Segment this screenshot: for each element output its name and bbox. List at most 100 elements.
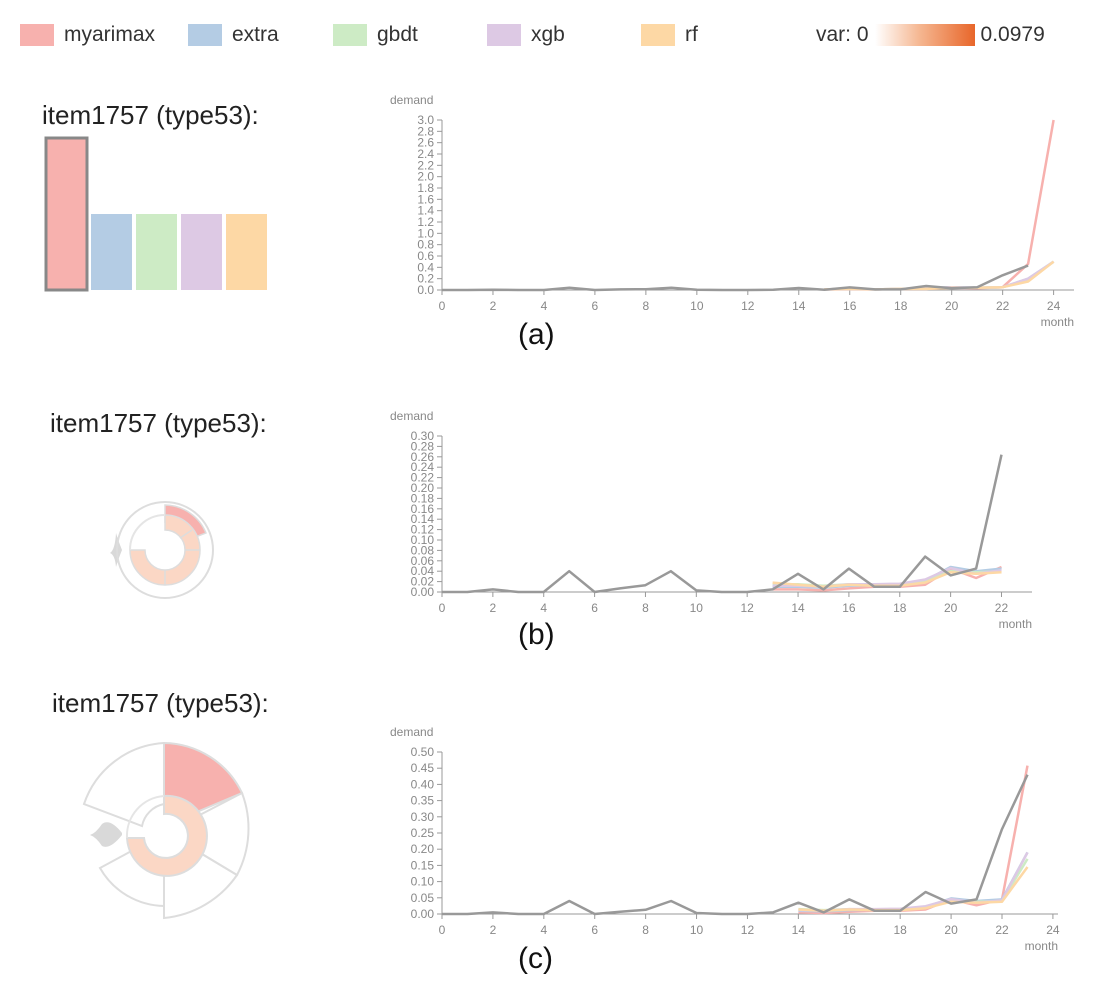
outer-wedge-left	[82, 741, 165, 828]
y-tick-label: 0.50	[411, 745, 435, 759]
legend-item-rf: rf	[641, 22, 698, 48]
outer-ring	[116, 501, 214, 599]
radial-glyph-c	[82, 741, 250, 920]
series-line	[442, 774, 1029, 916]
y-tick-label: 0.06	[411, 554, 435, 568]
x-tick-label: 12	[741, 923, 755, 937]
legend-label: rf	[685, 23, 698, 46]
series-line	[824, 260, 1055, 291]
x-tick-label: 8	[642, 923, 649, 937]
x-tick-label: 6	[591, 923, 598, 937]
series-line	[824, 260, 1055, 291]
line-chart-c: 0.00 0.05 0.10 0.15 0.20 0.25 0.30 0.35 0.40 0.45…	[390, 725, 1060, 953]
y-tick-label: 0.10	[411, 875, 435, 889]
panel-a-title: item1757 (type53):	[42, 100, 259, 130]
x-tick-label: 10	[690, 601, 704, 615]
y-tick-label: 0.26	[411, 450, 435, 464]
x-tick-label: 20	[944, 923, 958, 937]
glyph-bar	[91, 214, 132, 290]
bar-glyph	[44, 136, 267, 292]
y-tick-label: 2.2	[417, 158, 434, 172]
x-tick-label: 18	[894, 923, 908, 937]
line-chart-b: 0.000.020.040.060.080.100.120.140.160.18…	[390, 409, 1032, 631]
legend-swatch	[333, 24, 367, 46]
series-line	[442, 264, 1029, 292]
x-tick-label: 8	[642, 601, 649, 615]
y-tick-label: 0.02	[411, 575, 435, 589]
y-tick-label: 2.4	[417, 147, 434, 161]
y-tick-label: 0.35	[411, 794, 435, 808]
variance-legend: var: 0 0.0979	[816, 22, 1045, 48]
violin-shape	[90, 822, 122, 847]
x-tick-label: 18	[894, 299, 908, 313]
x-tick-label: 0	[439, 299, 446, 313]
x-tick-label: 20	[945, 299, 959, 313]
y-tick-label: 0.24	[411, 460, 435, 474]
x-axis-label: month	[1041, 315, 1074, 329]
legend-label: xgb	[531, 23, 565, 46]
variance-ring	[129, 514, 201, 586]
x-tick-label: 6	[592, 299, 599, 313]
y-tick-label: 0.20	[411, 481, 435, 495]
series-line	[824, 260, 1055, 291]
x-tick-label: 22	[996, 299, 1010, 313]
legend-label: myarimax	[64, 23, 156, 46]
x-tick-label: 10	[690, 923, 704, 937]
ring-gap	[125, 795, 165, 839]
y-tick-label: 0.12	[411, 523, 435, 537]
legend-item-gbdt: gbdt	[333, 22, 418, 48]
y-tick-label: 0.18	[411, 491, 435, 505]
series-line	[442, 454, 1003, 594]
x-tick-label: 24	[1046, 923, 1060, 937]
legend-swatch	[20, 24, 54, 46]
x-tick-label: 4	[540, 923, 547, 937]
x-tick-label: 0	[439, 923, 446, 937]
x-tick-label: 12	[740, 601, 754, 615]
y-axis-label: demand	[390, 93, 433, 107]
x-tick-label: 0	[439, 601, 446, 615]
y-tick-label: 0.00	[411, 585, 435, 599]
y-tick-label: 0.05	[411, 891, 435, 905]
x-tick-label: 18	[893, 601, 907, 615]
y-tick-label: 0.6	[417, 249, 434, 263]
y-tick-label: 0.4	[417, 260, 434, 274]
x-tick-label: 24	[1047, 299, 1061, 313]
ring-gap	[129, 514, 166, 551]
x-tick-label: 20	[944, 601, 958, 615]
y-tick-label: 2.0	[417, 170, 434, 184]
glyph-bar	[181, 214, 222, 290]
series-line	[824, 119, 1055, 291]
legend: myarimax extra gbdt xgb rf var: 0 0.0979	[0, 0, 1096, 70]
legend-item-myarimax: myarimax	[20, 22, 155, 48]
glyph-bar	[44, 136, 89, 292]
glyph-bar	[226, 214, 267, 290]
x-tick-label: 2	[490, 299, 497, 313]
y-tick-label: 0.30	[411, 429, 435, 443]
y-tick-label: 0.16	[411, 502, 435, 516]
glyph-bar	[136, 214, 177, 290]
x-tick-label: 6	[591, 601, 598, 615]
legend-swatch	[487, 24, 521, 46]
y-tick-label: 3.0	[417, 113, 434, 127]
y-tick-label: 1.2	[417, 215, 434, 229]
x-tick-label: 10	[690, 299, 704, 313]
x-tick-label: 14	[791, 601, 805, 615]
y-tick-label: 1.8	[417, 181, 434, 195]
variance-gradient	[874, 24, 975, 46]
ring-divider	[179, 529, 193, 539]
y-tick-label: 0.20	[411, 842, 435, 856]
y-tick-label: 2.6	[417, 136, 434, 150]
y-tick-label: 1.0	[417, 226, 434, 240]
x-tick-label: 14	[792, 923, 806, 937]
y-tick-label: 0.08	[411, 543, 435, 557]
x-tick-label: 22	[995, 923, 1009, 937]
y-axis-label: demand	[390, 409, 433, 423]
caption-a: (a)	[518, 318, 555, 351]
y-tick-label: 0.22	[411, 471, 435, 485]
caption-c: (c)	[518, 942, 553, 975]
y-tick-label: 0.40	[411, 777, 435, 791]
x-tick-label: 4	[540, 601, 547, 615]
y-tick-label: 0.00	[411, 907, 435, 921]
variance-max-label: 0.0979	[980, 23, 1045, 46]
x-axis-label: month	[999, 617, 1032, 631]
